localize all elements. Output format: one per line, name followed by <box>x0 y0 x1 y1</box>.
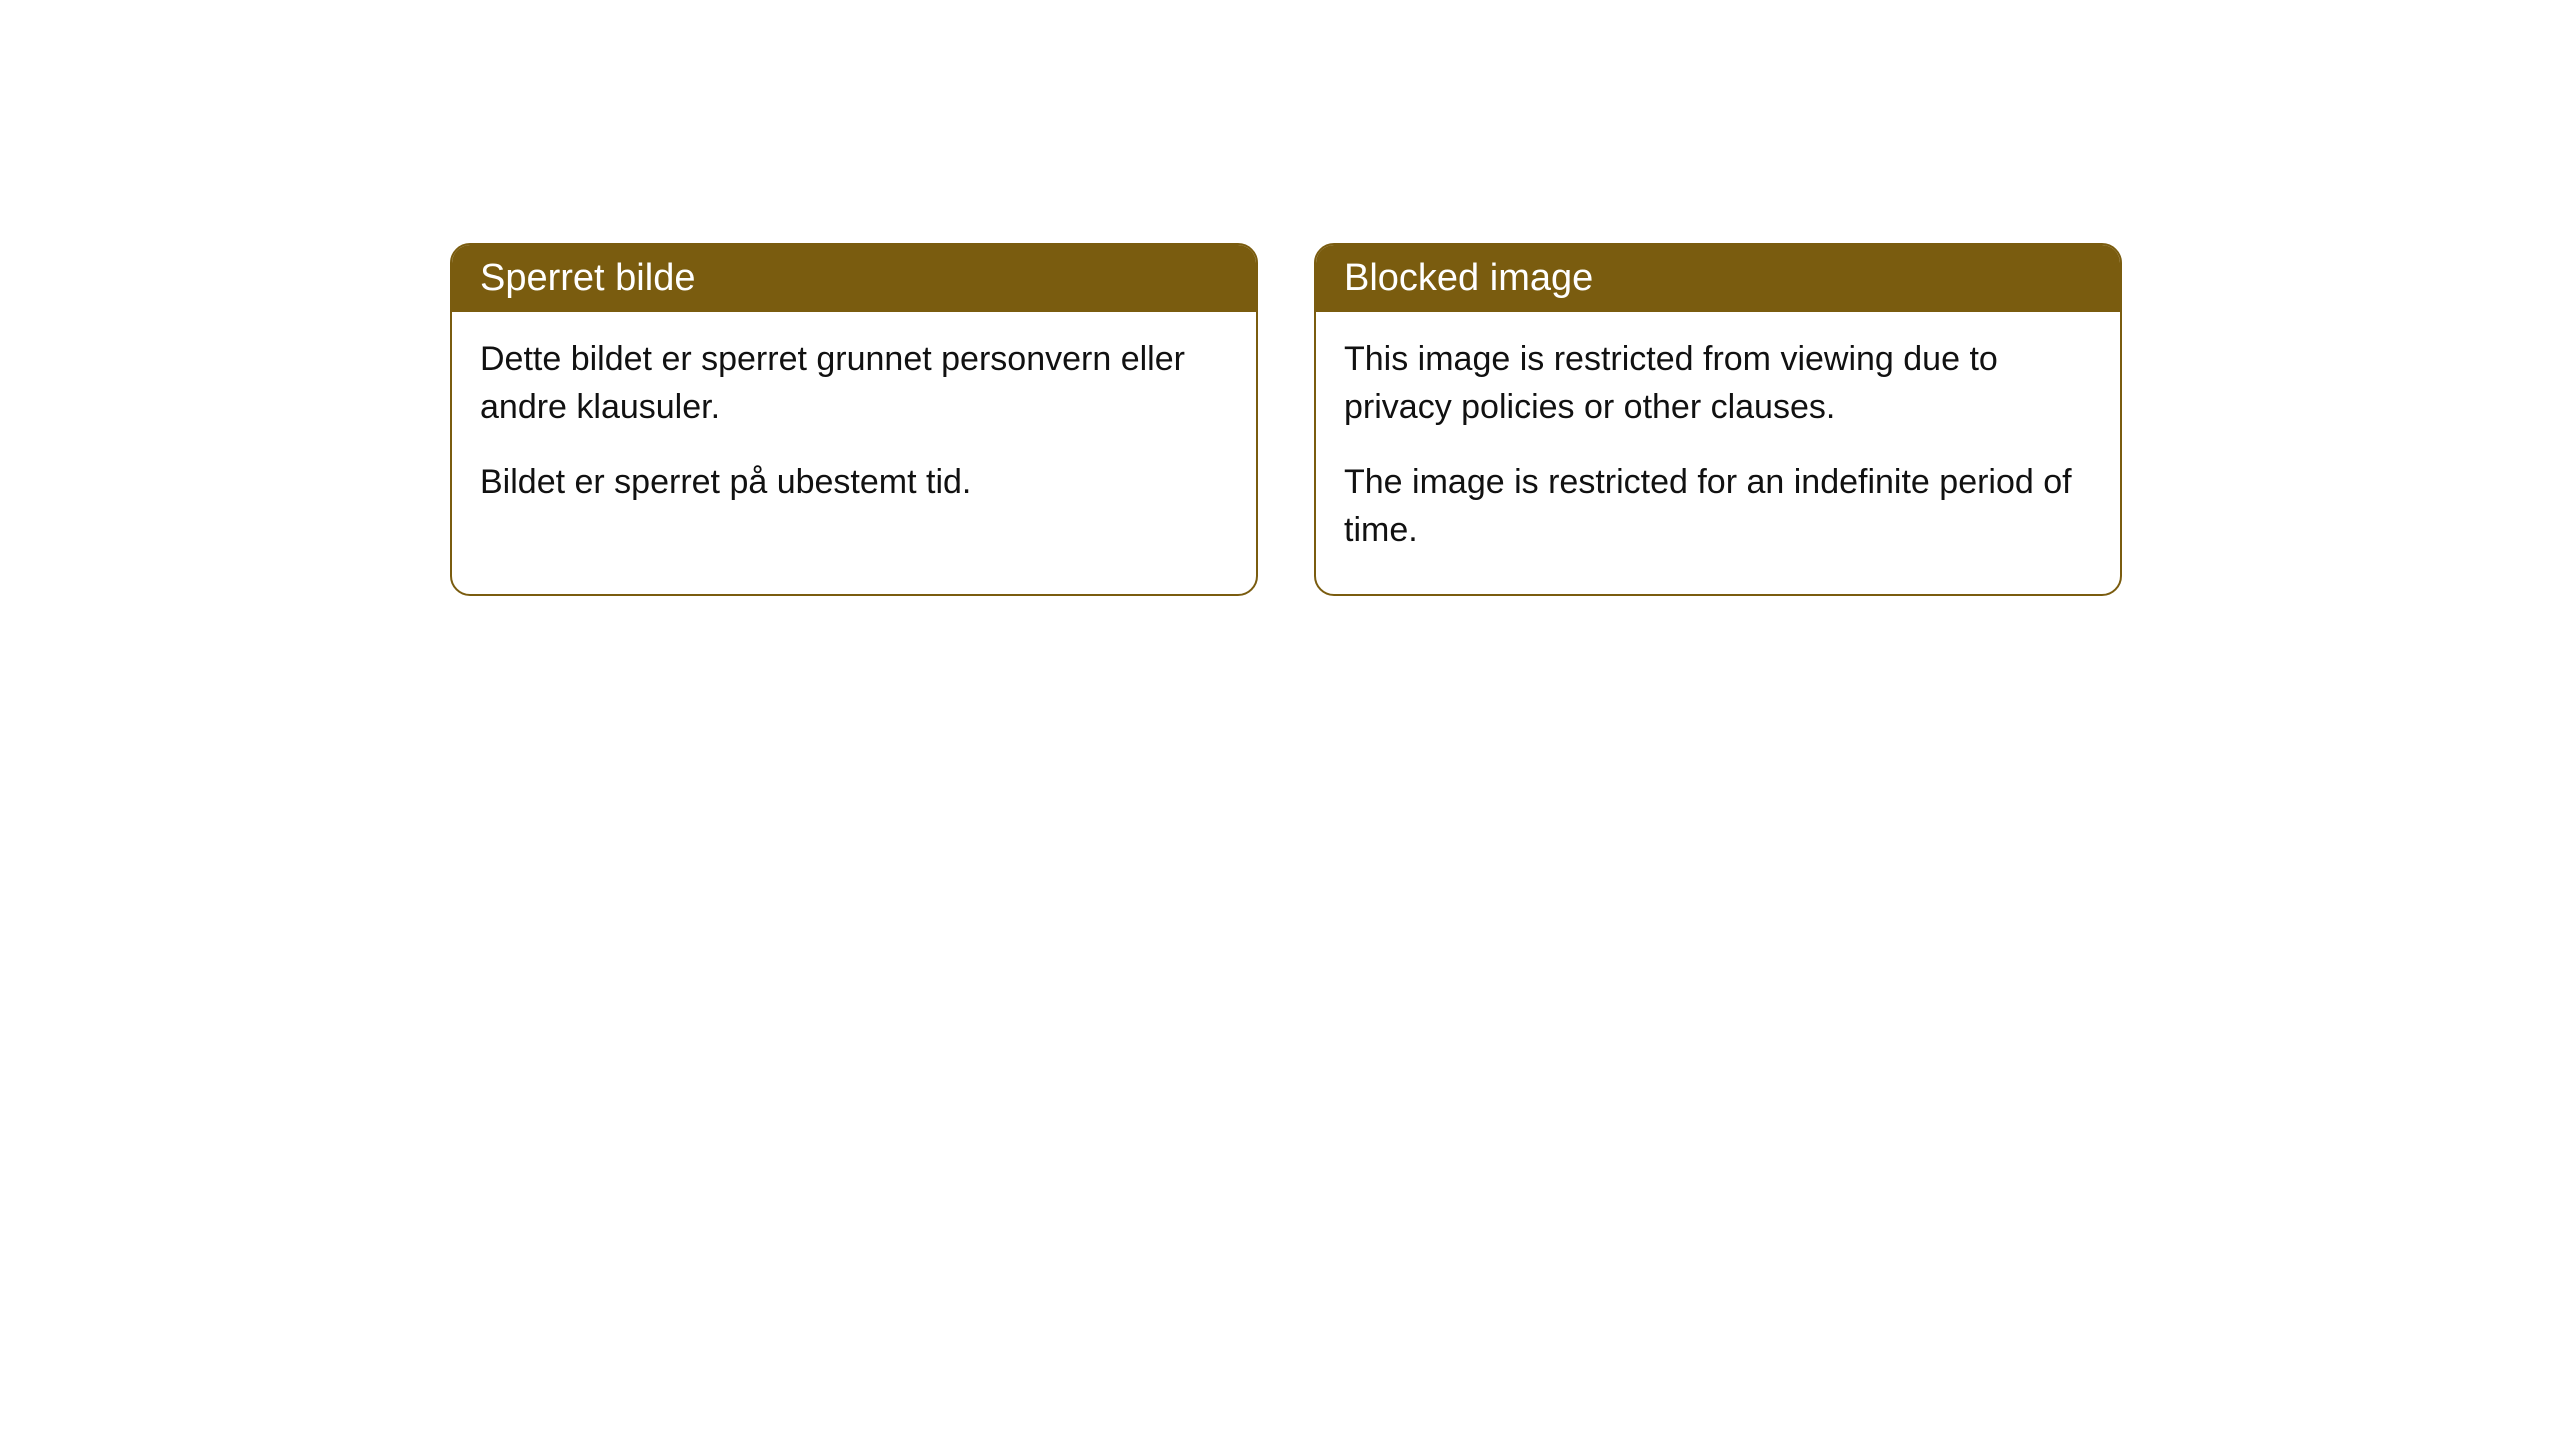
card-paragraph: The image is restricted for an indefinit… <box>1344 459 2092 554</box>
card-title: Blocked image <box>1344 257 1593 299</box>
cards-container: Sperret bilde Dette bildet er sperret gr… <box>450 243 2122 596</box>
card-norwegian: Sperret bilde Dette bildet er sperret gr… <box>450 243 1258 596</box>
card-body-norwegian: Dette bildet er sperret grunnet personve… <box>452 312 1256 547</box>
card-paragraph: Bildet er sperret på ubestemt tid. <box>480 459 1228 507</box>
card-title: Sperret bilde <box>480 257 695 299</box>
card-body-english: This image is restricted from viewing du… <box>1316 312 2120 594</box>
card-english: Blocked image This image is restricted f… <box>1314 243 2122 596</box>
card-paragraph: Dette bildet er sperret grunnet personve… <box>480 336 1228 431</box>
card-header-english: Blocked image <box>1316 245 2120 312</box>
card-header-norwegian: Sperret bilde <box>452 245 1256 312</box>
card-paragraph: This image is restricted from viewing du… <box>1344 336 2092 431</box>
